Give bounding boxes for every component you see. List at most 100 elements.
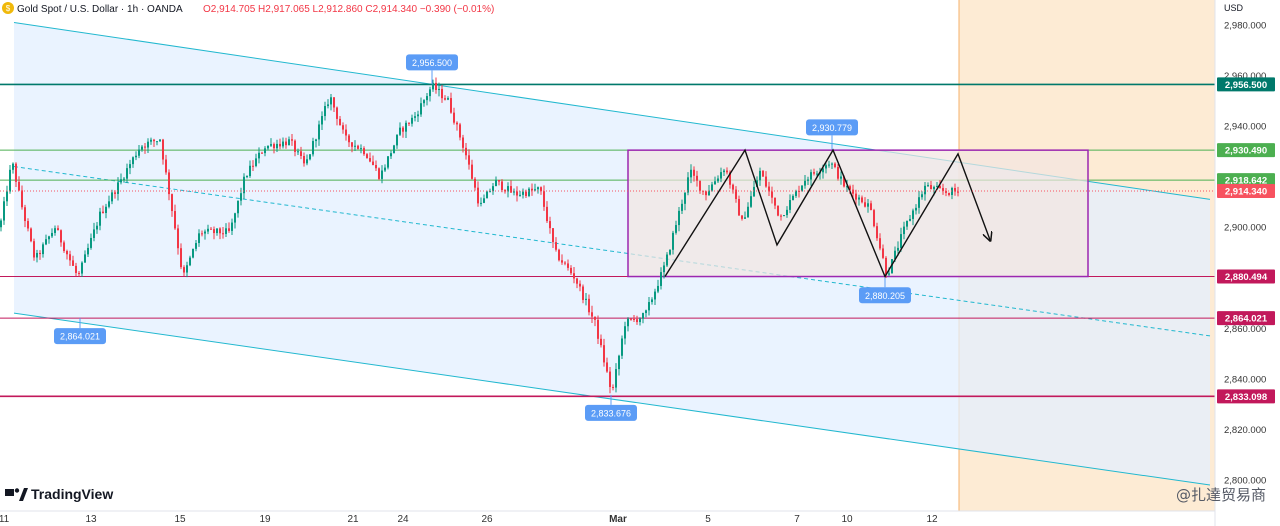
candle <box>399 122 401 136</box>
channel-lower-line <box>13 312 1211 486</box>
x-tick-label: 5 <box>705 514 711 525</box>
candle <box>57 225 59 231</box>
svg-text:2,930.490: 2,930.490 <box>1225 146 1267 157</box>
candle <box>531 183 533 196</box>
candle <box>906 220 908 230</box>
candle <box>477 181 479 207</box>
candle <box>105 203 107 219</box>
candle <box>183 265 185 276</box>
price-callout-1[interactable]: 2,930.779 <box>806 119 858 150</box>
candle <box>63 240 65 253</box>
candle <box>345 124 347 141</box>
candle <box>825 163 827 174</box>
candle <box>786 206 788 218</box>
candle <box>117 177 119 201</box>
candle <box>747 202 749 218</box>
candle <box>168 169 170 201</box>
candle <box>279 138 281 150</box>
x-tick-label: 11 <box>0 514 10 525</box>
candle <box>600 334 602 348</box>
candle <box>330 94 332 111</box>
candle <box>576 277 578 289</box>
candle <box>282 137 284 149</box>
candle <box>6 185 8 206</box>
symbol-title[interactable]: Gold Spot / U.S. Dollar · 1h · OANDA <box>17 4 183 15</box>
x-tick-label: 19 <box>259 514 271 525</box>
candle <box>75 262 77 277</box>
candle <box>546 201 548 223</box>
candle <box>375 160 377 171</box>
price-callout-4[interactable]: 2,833.676 <box>585 394 637 421</box>
candle <box>72 255 74 267</box>
candle <box>180 243 182 270</box>
x-tick-label: 7 <box>794 514 800 525</box>
price-callout-3[interactable]: 2,880.205 <box>859 277 911 304</box>
candle <box>648 297 650 316</box>
tradingview-logo[interactable]: TradingView <box>5 486 113 502</box>
price-tag-4: 2,864.021 <box>1217 311 1275 326</box>
candle <box>141 144 143 152</box>
candle <box>123 176 125 183</box>
candle <box>876 222 878 241</box>
candle <box>768 181 770 196</box>
candle <box>171 193 173 217</box>
candle <box>684 192 686 211</box>
candle <box>285 137 287 149</box>
x-tick-label: 13 <box>85 514 97 525</box>
candle <box>771 186 773 204</box>
candle <box>378 167 380 181</box>
candle <box>60 229 62 247</box>
svg-text:2,880.494: 2,880.494 <box>1225 272 1268 283</box>
ohlc-readout: O2,914.705 H2,917.065 L2,912.860 C2,914.… <box>203 4 494 15</box>
candle <box>408 122 410 127</box>
candle <box>438 82 440 97</box>
candle <box>603 338 605 367</box>
candle <box>333 97 335 112</box>
candle <box>732 183 734 194</box>
candle <box>936 181 938 188</box>
candle <box>543 185 545 211</box>
candle <box>513 188 515 196</box>
candle <box>642 312 644 324</box>
candle <box>27 218 29 232</box>
candle <box>903 221 905 240</box>
candle <box>609 366 611 394</box>
candle <box>351 142 353 153</box>
candle <box>420 97 422 117</box>
candle <box>621 335 623 360</box>
candle <box>507 182 509 198</box>
price-callout-2[interactable]: 2,864.021 <box>54 318 106 345</box>
candle <box>366 152 368 159</box>
candle <box>426 92 428 106</box>
candle <box>816 170 818 177</box>
candle <box>270 138 272 147</box>
candle <box>714 176 716 185</box>
candle <box>582 284 584 304</box>
candle <box>558 248 560 262</box>
price-callout-0[interactable]: 2,956.500 <box>406 54 458 85</box>
candle <box>93 222 95 242</box>
candle <box>645 309 647 318</box>
candle <box>339 115 341 126</box>
candle <box>666 252 668 268</box>
candle <box>480 197 482 207</box>
candle <box>315 138 317 148</box>
candle <box>711 181 713 192</box>
candle <box>342 122 344 134</box>
candle <box>153 138 155 148</box>
candle <box>912 208 914 226</box>
candle <box>108 195 110 209</box>
candle <box>498 179 500 186</box>
svg-text:2,956.500: 2,956.500 <box>1225 80 1267 91</box>
svg-text:2,914.340: 2,914.340 <box>1225 186 1267 197</box>
candle <box>48 235 50 244</box>
zigzag-projection <box>664 148 990 279</box>
candle <box>495 176 497 187</box>
x-tick-label: Mar <box>609 514 627 525</box>
candle <box>882 244 884 260</box>
candle <box>135 151 137 161</box>
candle <box>519 190 521 197</box>
candle <box>300 146 302 160</box>
x-tick-label: 24 <box>397 514 409 525</box>
